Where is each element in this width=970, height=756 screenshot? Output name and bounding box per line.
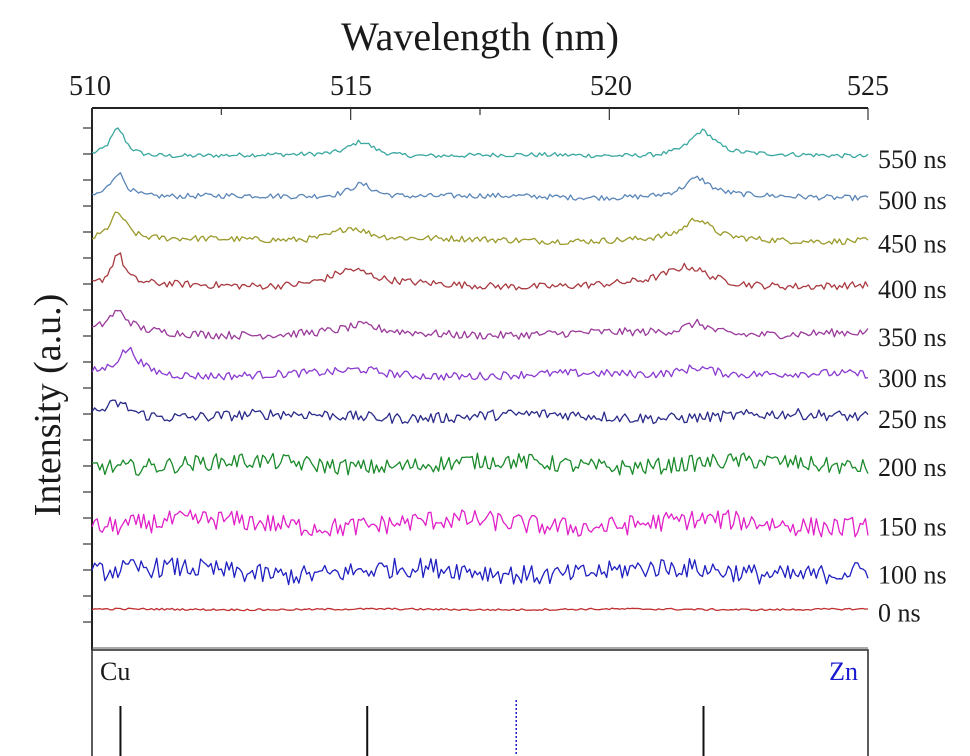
plot-axes: [83, 107, 869, 650]
series-line-550-ns: [91, 127, 869, 159]
series-line-400-ns: [91, 252, 869, 291]
series-line-500-ns: [91, 172, 869, 202]
series-line-200-ns: [91, 452, 869, 476]
cu-label: Cu: [100, 657, 130, 686]
series-labels: 550 ns 500 ns 450 ns 400 ns 350 ns 300 ns 250 …: [878, 145, 947, 627]
series-label: 300 ns: [878, 364, 947, 393]
series-line-150-ns: [91, 509, 869, 538]
series-line-450-ns: [91, 211, 869, 246]
reference-panel-frame: [91, 649, 869, 756]
x-tick-label: 510: [69, 71, 111, 102]
series-label: 200 ns: [878, 453, 947, 482]
series-line-300-ns: [91, 346, 869, 381]
series-label: 550 ns: [878, 145, 947, 174]
series-line-250-ns: [91, 399, 869, 425]
x-axis-label: Wavelength (nm): [341, 14, 619, 59]
series-label: 150 ns: [878, 513, 947, 542]
x-tick-label: 515: [330, 71, 372, 102]
y-axis-label: Intensity (a.u.): [27, 294, 69, 517]
spectra-traces: [91, 127, 869, 612]
x-tick-label: 525: [847, 71, 889, 102]
series-label: 400 ns: [878, 275, 947, 304]
x-tick-labels: 510 515 520 525: [69, 71, 889, 102]
series-line-350-ns: [91, 309, 869, 340]
reference-lines-panel: Cu Zn: [91, 649, 869, 756]
series-line-100-ns: [91, 557, 869, 586]
reference-lines: [119, 700, 705, 756]
series-label: 100 ns: [878, 560, 947, 589]
x-tick-label: 520: [590, 71, 632, 102]
series-line-0-ns: [91, 607, 869, 612]
series-label: 0 ns: [878, 598, 921, 627]
series-label: 450 ns: [878, 229, 947, 258]
series-label: 500 ns: [878, 186, 947, 215]
zn-label: Zn: [829, 657, 858, 686]
series-label: 350 ns: [878, 323, 947, 352]
series-label: 250 ns: [878, 405, 947, 434]
